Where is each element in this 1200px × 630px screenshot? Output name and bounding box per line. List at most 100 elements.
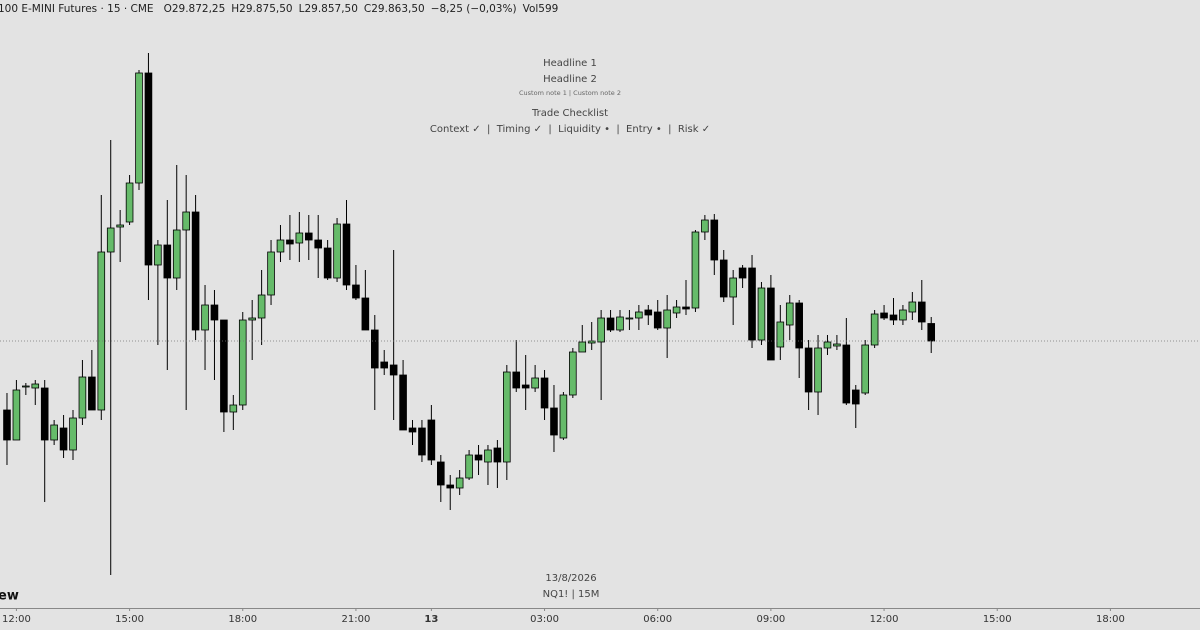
watermark-date: 13/8/2026 [545,573,596,584]
ohlc-high: H29.875,50 [231,3,293,15]
symbol[interactable]: 100 E-MINI Futures · 15 · CME [0,3,154,15]
candle-body [493,447,502,463]
candle-body [503,371,511,463]
candle-body [776,321,785,348]
x-tick-label: 18:00 [228,614,257,625]
candle-body [31,383,40,389]
x-tick-label: 03:00 [530,614,559,625]
candle-body [342,223,351,286]
candle-body [927,323,936,342]
candle-body [870,313,879,346]
candle-body [550,407,558,436]
candle-body [69,417,77,451]
candle-body [842,344,851,404]
candle-body [521,384,530,389]
candle-body [578,341,587,353]
candle-body [767,287,775,361]
candle-body [616,316,624,331]
candle-body [569,351,577,396]
candle-body [333,223,341,279]
candle-body [163,244,172,279]
candle-body [191,211,200,331]
candle-body [512,371,521,389]
candle-body [889,314,898,321]
candle-body [154,244,162,266]
candle-body [304,232,313,241]
candle-body [220,319,228,413]
candle-body [40,387,49,441]
candle-body [323,247,332,279]
x-tick-label: 12:00 [870,614,899,625]
x-tick-label: 15:00 [983,614,1012,625]
candle-body [625,317,634,320]
candle-body [465,454,473,479]
candle-body [116,224,124,228]
candle-body [3,409,11,441]
candle-body [597,317,605,343]
candle-body [682,306,690,310]
candle-body [172,229,181,279]
candle-body [238,319,247,406]
candle-body [144,72,153,266]
candle-body [446,484,455,489]
candle-body [361,297,370,331]
candle-body [229,404,238,413]
candle-body [437,461,445,486]
ohlc-change: −8,25 (−0,03%) [430,3,517,15]
candle-body [455,477,464,489]
candle-body [248,317,256,321]
candle-body [540,377,549,409]
candle-body [861,344,869,394]
candle-body [125,182,134,223]
candle-body [22,385,30,388]
candle-body [286,239,294,245]
headline: Headline 2 [543,74,597,85]
candle-body [804,347,813,393]
ohlc-low: L29.857,50 [298,3,358,15]
candle-body [59,427,68,451]
logo: ew [0,589,19,604]
candle-body [295,232,304,244]
candle-body [559,394,568,439]
candle-body [135,72,143,184]
candle-body [370,329,379,369]
candle-body [257,294,266,319]
candle-body [719,259,728,298]
x-tick-label: 12:00 [2,614,31,625]
candle-body [78,376,87,419]
candle-body [427,419,436,461]
candle-body [795,302,803,349]
candle-body [352,284,360,299]
candle-body [12,389,21,441]
candle-body [267,251,275,296]
ohlc-close: C29.863,50 [363,3,425,15]
candle-body [814,347,822,393]
candle-body [182,211,190,231]
candle-body [201,304,209,331]
x-tick-label: 13 [424,614,438,625]
header: 100 E-MINI Futures · 15 · CME O29.872,25… [0,3,558,15]
candle-body [757,287,766,341]
candle-body [606,317,615,331]
volume: Vol599 [522,3,559,15]
candle-body [474,454,483,461]
candle-body [663,309,671,329]
candle-body [653,311,662,329]
candle-body [389,364,398,376]
candle-body [635,311,643,319]
candle-body [672,306,681,314]
candle-body [50,424,58,441]
candle-body [88,376,96,411]
headline: Headline 1 [543,58,597,69]
checklist: Context ✓ | Timing ✓ | Liquidity • | Ent… [430,124,710,135]
candle-body [380,361,389,369]
candle-body [833,343,841,347]
candle-body [314,239,322,249]
candle-body [97,251,106,411]
x-tick-label: 09:00 [756,614,785,625]
candle-body [880,312,888,319]
candle-body [908,301,917,313]
candle-body [276,239,285,253]
x-tick-label: 18:00 [1096,614,1125,625]
watermark-symbol: NQ1! | 15M [543,589,600,600]
